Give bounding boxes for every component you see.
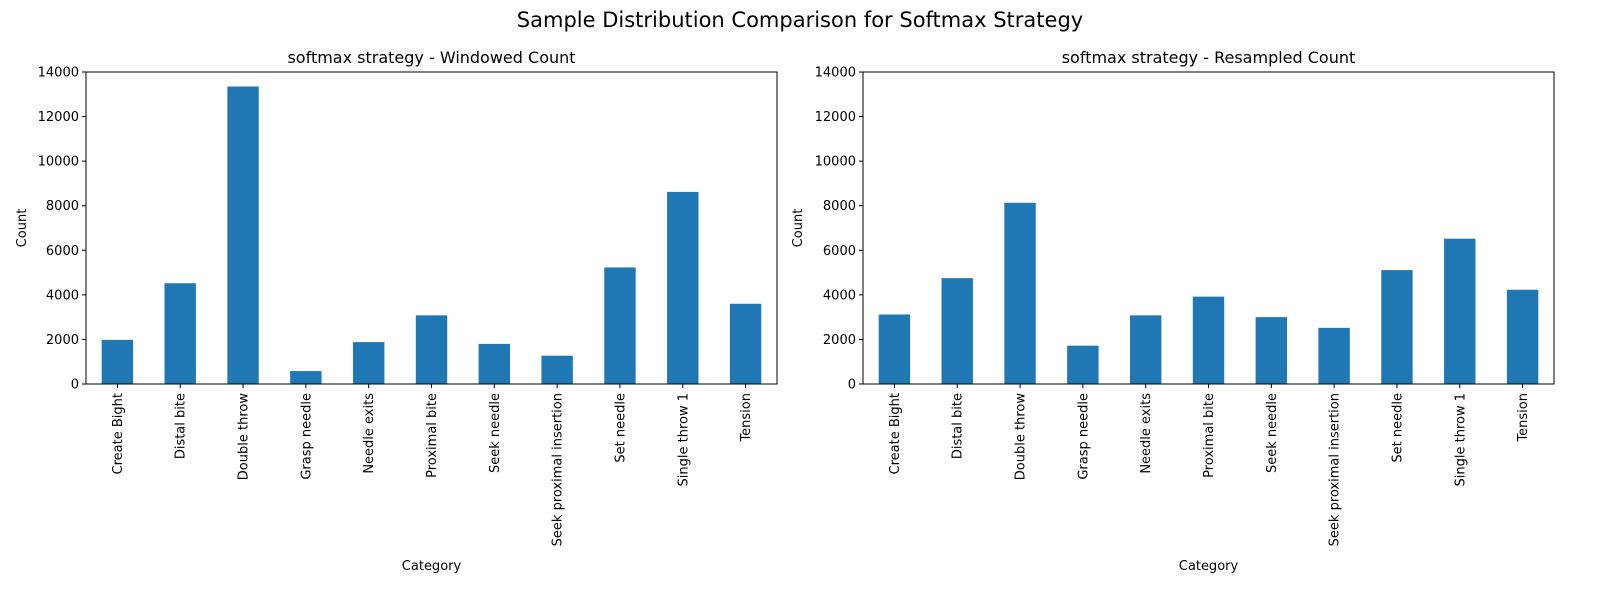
x-tick-label: Grasp needle: [299, 393, 314, 480]
bar-8: [1381, 270, 1413, 384]
chart-panel-resampled: 0 2000 4000 6000 8000 10000 12000 14000 Create B…: [791, 48, 1555, 574]
y-tick-label: 4000: [46, 288, 79, 303]
bar-7: [1318, 327, 1350, 384]
bar-1: [164, 283, 196, 384]
bar-3: [290, 371, 322, 384]
bar-10: [729, 303, 762, 384]
bar-2: [227, 86, 259, 385]
bar-9: [1444, 238, 1476, 384]
x-tick-label: Set needle: [1390, 393, 1405, 463]
x-tick-label: Single throw 1: [1453, 393, 1468, 486]
x-tick-label: Seek needle: [488, 393, 503, 473]
y-tick-label: 14000: [815, 66, 856, 81]
bar-9: [667, 191, 699, 384]
x-tick-label: Single throw 1: [676, 393, 691, 486]
x-tick-label: Tension: [1516, 393, 1531, 443]
bar-0: [878, 314, 911, 384]
y-tick-label: 4000: [823, 288, 856, 303]
x-tick-label: Proximal bite: [425, 393, 440, 478]
x-tick-label: Seek proximal insertion: [1328, 393, 1343, 546]
bar-6: [1255, 317, 1288, 384]
y-tick-label: 2000: [823, 333, 856, 348]
bar-2: [1004, 202, 1036, 384]
x-tick-label: Double throw: [237, 393, 252, 481]
y-tick-label: 0: [71, 378, 79, 393]
chart-title: softmax strategy - Windowed Count: [287, 48, 575, 67]
bar-7: [541, 355, 573, 384]
bar-6: [478, 343, 511, 384]
bar-10: [1506, 289, 1539, 384]
x-tick-label: Distal bite: [174, 393, 189, 459]
x-tick-label: Distal bite: [951, 393, 966, 459]
y-tick-label: 10000: [38, 155, 79, 170]
x-tick-label: Double throw: [1014, 393, 1029, 481]
bar-5: [1192, 296, 1225, 384]
y-axis-label: Count: [15, 209, 30, 248]
bar-8: [604, 267, 636, 384]
x-tick-label: Proximal bite: [1202, 393, 1217, 478]
y-tick-label: 2000: [46, 333, 79, 348]
x-tick-label: Grasp needle: [1076, 393, 1091, 480]
y-tick-label: 6000: [823, 244, 856, 259]
y-tick-label: 0: [848, 378, 856, 393]
bar-1: [941, 278, 973, 384]
y-tick-label: 8000: [823, 199, 856, 214]
y-axis-label: Count: [791, 209, 806, 248]
y-tick-label: 6000: [46, 244, 79, 259]
x-tick-label: Create Bight: [111, 393, 126, 474]
y-tick-label: 8000: [46, 199, 79, 214]
x-tick-label: Seek proximal insertion: [551, 393, 566, 546]
y-tick-label: 12000: [38, 110, 79, 125]
x-tick-label: Needle exits: [362, 393, 377, 474]
x-tick-label: Set needle: [613, 393, 628, 463]
x-axis-label: Category: [1179, 559, 1239, 574]
x-tick-label: Tension: [739, 393, 754, 443]
bar-4: [352, 342, 385, 384]
y-tick-label: 10000: [815, 155, 856, 170]
bar-4: [1129, 315, 1162, 384]
bar-5: [415, 315, 448, 384]
x-axis-label: Category: [402, 559, 462, 574]
x-tick-label: Create Bight: [888, 393, 903, 474]
y-tick-label: 14000: [38, 66, 79, 81]
bar-0: [101, 339, 134, 384]
y-tick-label: 12000: [815, 110, 856, 125]
chart-title: softmax strategy - Resampled Count: [1062, 48, 1356, 67]
x-tick-label: Needle exits: [1139, 393, 1154, 474]
figure-title: Sample Distribution Comparison for Softm…: [516, 8, 1084, 32]
bar-3: [1067, 345, 1099, 384]
chart-panel-windowed: 0 2000 4000 6000 8000 10000 12000 14000 Create B…: [15, 48, 778, 574]
x-tick-label: Seek needle: [1265, 393, 1280, 473]
